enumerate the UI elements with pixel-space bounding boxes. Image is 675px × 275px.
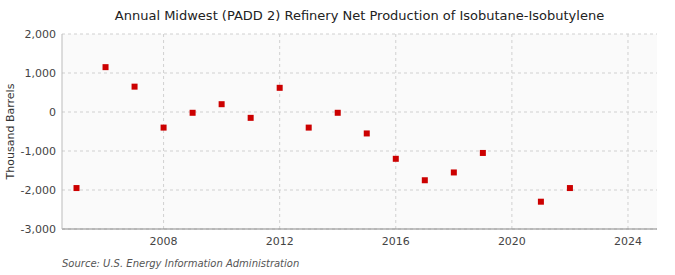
- y-grid-line: [62, 229, 657, 230]
- point: [190, 110, 196, 116]
- source-note: Source: U.S. Energy Information Administ…: [62, 258, 299, 269]
- point: [364, 130, 370, 136]
- x-grid-line: [395, 34, 396, 229]
- chart-container: -3,000 -2,000 -1,000 0 1,000 2,000 2008 2012 201…: [0, 0, 675, 275]
- y-grid-line: [62, 34, 657, 35]
- x-tick-label: 2008: [150, 235, 178, 248]
- x-grid-line: [279, 34, 280, 229]
- x-tick-label: 2016: [382, 235, 410, 248]
- point: [248, 115, 254, 121]
- y-tick-label: 0: [49, 106, 56, 119]
- x-grid-line: [163, 34, 164, 229]
- point: [335, 110, 341, 116]
- y-grid-line: [62, 112, 657, 113]
- y-grid-line: [62, 73, 657, 74]
- points: [74, 64, 573, 205]
- point: [393, 156, 399, 162]
- chart: -3,000 -2,000 -1,000 0 1,000 2,000 2008 2012 201…: [0, 0, 675, 275]
- y-tick-label: 2,000: [25, 28, 57, 41]
- grid: [62, 34, 657, 229]
- x-grid-line: [511, 34, 512, 229]
- y-tick-label: -2,000: [21, 184, 56, 197]
- x-axis-line: [62, 229, 657, 230]
- point: [103, 64, 109, 70]
- point: [219, 101, 225, 107]
- axes: -3,000 -2,000 -1,000 0 1,000 2,000 2008 2012 201…: [21, 28, 657, 248]
- y-grid-line: [62, 151, 657, 152]
- y-tick-label: -3,000: [21, 223, 56, 236]
- title: Annual Midwest (PADD 2) Refinery Net Pro…: [115, 8, 604, 23]
- x-tick-label: 2024: [614, 235, 642, 248]
- x-tick-label: 2012: [266, 235, 294, 248]
- point: [567, 185, 573, 191]
- point: [451, 169, 457, 175]
- point: [422, 177, 428, 183]
- point: [132, 84, 138, 90]
- y-tick-label: -1,000: [21, 145, 56, 158]
- x-grid-line: [627, 34, 628, 229]
- y-tick-label: 1,000: [25, 67, 57, 80]
- plot-area: [62, 34, 657, 229]
- point: [538, 199, 544, 205]
- point: [74, 185, 80, 191]
- y-axis-line: [62, 34, 63, 229]
- y-axis-label: Thousand Barrels: [4, 83, 17, 180]
- x-tick-label: 2020: [498, 235, 526, 248]
- point: [306, 125, 312, 131]
- point: [480, 150, 486, 156]
- point: [277, 85, 283, 91]
- point: [161, 125, 167, 131]
